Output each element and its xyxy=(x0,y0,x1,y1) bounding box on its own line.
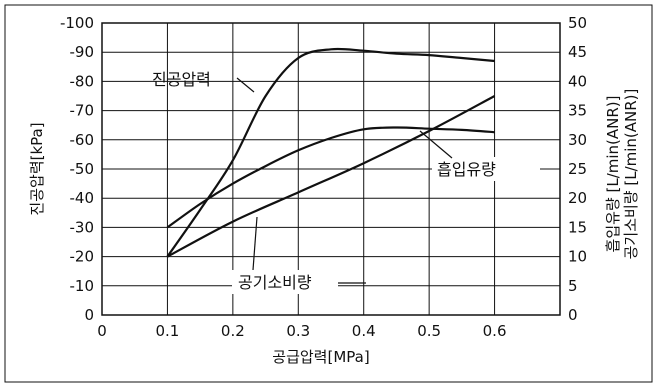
callout-label-air: 공기소비량 xyxy=(238,273,312,292)
y-right-tick-label: 10 xyxy=(568,248,587,266)
y-left-tick-label: -100 xyxy=(60,14,94,32)
series-line-vacuum xyxy=(166,47,495,258)
callout-label-suction: 흡입유량 xyxy=(437,160,496,179)
x-tick-label: 0 xyxy=(97,322,107,340)
y-left-tick-label: -70 xyxy=(70,102,95,120)
y-right-tick-label: 25 xyxy=(568,160,587,178)
x-axis-title: 공급압력[MPa] xyxy=(272,348,369,366)
x-tick-label: 0.2 xyxy=(221,322,245,340)
x-tick-label: 0.1 xyxy=(155,322,179,340)
series-line-air xyxy=(166,95,496,258)
y-right-tick-label: 20 xyxy=(568,189,587,207)
y-left-tick-label: 0 xyxy=(84,306,94,324)
y-right-tick-label: 0 xyxy=(568,306,578,324)
callout-bg-suction xyxy=(432,157,540,181)
series-line-suction xyxy=(166,126,495,229)
y-right-axis-title-air: 공기소비량 [L/min(ANR)] xyxy=(622,89,640,260)
y-left-tick-label: -10 xyxy=(70,277,95,295)
y-left-tick-label: -60 xyxy=(70,131,95,149)
y-left-tick-label: -40 xyxy=(70,189,95,207)
y-right-axis-title-suction: 흡입유량 [L/min(ANR)] xyxy=(604,96,622,253)
y-right-tick-label: 35 xyxy=(568,102,587,120)
callout-label-vacuum: 진공압력 xyxy=(152,70,211,89)
outer-frame xyxy=(4,4,653,383)
y-left-tick-label: -20 xyxy=(70,248,95,266)
y-right-tick-label: 15 xyxy=(568,218,587,236)
y-left-tick-label: -30 xyxy=(70,218,95,236)
grid xyxy=(102,23,560,315)
callout-leader-suction xyxy=(419,130,453,159)
y-left-tick-label: -80 xyxy=(70,72,95,90)
x-tick-label: 0.5 xyxy=(417,322,441,340)
x-tick-label: 0.6 xyxy=(483,322,507,340)
y-right-tick-label: 5 xyxy=(568,277,578,295)
callout-leader-air xyxy=(252,216,258,271)
y-left-tick-label: -90 xyxy=(70,43,95,61)
x-tick-label: 0.3 xyxy=(286,322,310,340)
tick-labels: 0 0.1 0.2 0.3 0.4 0.5 0.6-100-90-80-70-60-50-4… xyxy=(60,14,587,340)
y-right-tick-label: 40 xyxy=(568,72,587,90)
y-right-tick-label: 45 xyxy=(568,43,587,61)
callout-leader-vacuum xyxy=(236,77,255,93)
series-group xyxy=(166,47,496,258)
y-left-axis-title: 진공압력[kPa] xyxy=(28,122,46,215)
plot-frame xyxy=(101,22,561,316)
y-right-tick-label: 30 xyxy=(568,131,587,149)
y-left-tick-label: -50 xyxy=(70,160,95,178)
x-tick-label: 0.4 xyxy=(352,322,376,340)
callout-bg-air xyxy=(232,270,338,294)
y-right-tick-label: 50 xyxy=(568,14,587,32)
